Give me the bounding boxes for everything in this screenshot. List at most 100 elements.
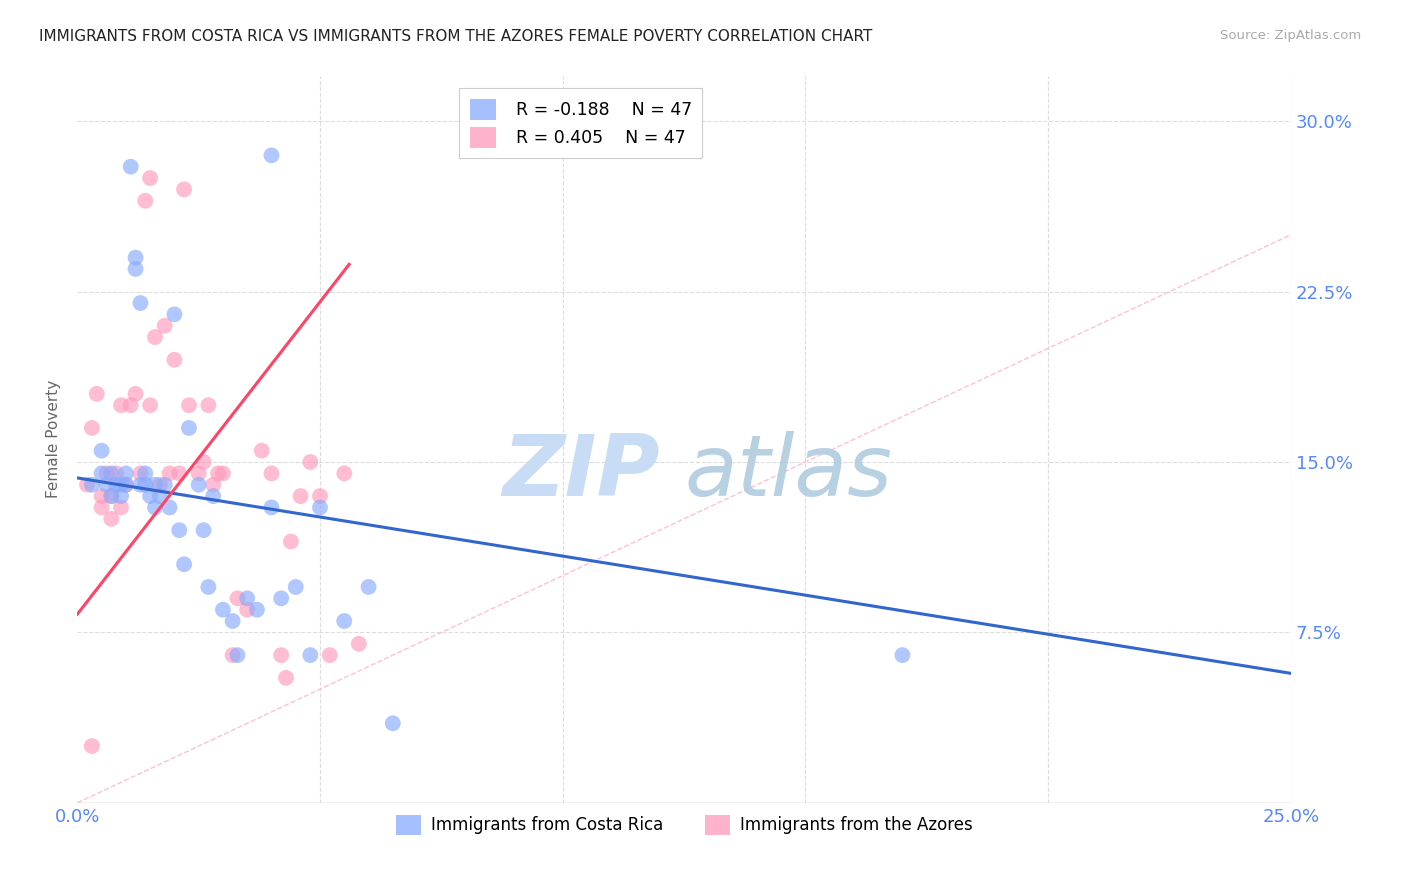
Point xyxy=(319,648,342,662)
Point xyxy=(197,398,219,412)
Point xyxy=(143,500,166,515)
Point xyxy=(76,477,98,491)
Point xyxy=(357,580,380,594)
Point xyxy=(153,318,176,333)
Point xyxy=(96,477,118,491)
Point xyxy=(115,477,138,491)
Point xyxy=(280,534,302,549)
Point xyxy=(149,489,172,503)
Point xyxy=(110,489,132,503)
Point xyxy=(193,455,215,469)
Point xyxy=(284,580,307,594)
Point xyxy=(100,489,122,503)
Point xyxy=(105,477,128,491)
Point xyxy=(159,467,181,481)
Point xyxy=(333,614,356,628)
Point xyxy=(207,467,229,481)
Point xyxy=(159,500,181,515)
Point xyxy=(105,467,128,481)
Point xyxy=(177,421,200,435)
Point xyxy=(124,261,146,276)
Point xyxy=(212,603,235,617)
Point xyxy=(333,467,356,481)
Point xyxy=(100,467,122,481)
Point xyxy=(143,477,166,491)
Point xyxy=(221,648,243,662)
Point xyxy=(129,477,152,491)
Point xyxy=(134,477,156,491)
Point xyxy=(96,467,118,481)
Point xyxy=(260,500,283,515)
Point xyxy=(139,489,162,503)
Legend: Immigrants from Costa Rica, Immigrants from the Azores: Immigrants from Costa Rica, Immigrants f… xyxy=(389,808,979,842)
Point xyxy=(187,467,209,481)
Point xyxy=(193,523,215,537)
Point xyxy=(299,648,322,662)
Point xyxy=(110,500,132,515)
Point xyxy=(226,648,249,662)
Point xyxy=(246,603,269,617)
Point xyxy=(100,489,122,503)
Text: atlas: atlas xyxy=(685,431,891,514)
Point xyxy=(134,467,156,481)
Point xyxy=(226,591,249,606)
Point xyxy=(149,477,172,491)
Point xyxy=(197,580,219,594)
Point xyxy=(202,477,225,491)
Point xyxy=(139,398,162,412)
Point xyxy=(173,182,195,196)
Point xyxy=(173,558,195,572)
Point xyxy=(115,477,138,491)
Point xyxy=(270,591,292,606)
Point xyxy=(167,467,190,481)
Text: ZIP: ZIP xyxy=(502,431,659,514)
Point xyxy=(115,467,138,481)
Point xyxy=(110,477,132,491)
Point xyxy=(120,398,142,412)
Point xyxy=(250,443,273,458)
Point xyxy=(309,489,332,503)
Point xyxy=(299,455,322,469)
Point xyxy=(260,148,283,162)
Text: Source: ZipAtlas.com: Source: ZipAtlas.com xyxy=(1220,29,1361,42)
Point xyxy=(90,443,112,458)
Point xyxy=(221,614,243,628)
Point xyxy=(110,398,132,412)
Point xyxy=(274,671,297,685)
Point xyxy=(309,500,332,515)
Point xyxy=(236,603,259,617)
Point xyxy=(139,171,162,186)
Point xyxy=(80,421,103,435)
Point xyxy=(163,307,186,321)
Point xyxy=(270,648,292,662)
Point xyxy=(187,477,209,491)
Point xyxy=(80,739,103,753)
Point xyxy=(167,523,190,537)
Point xyxy=(129,467,152,481)
Point xyxy=(129,296,152,310)
Point xyxy=(163,352,186,367)
Point xyxy=(124,251,146,265)
Point xyxy=(100,512,122,526)
Point xyxy=(134,194,156,208)
Point xyxy=(124,387,146,401)
Y-axis label: Female Poverty: Female Poverty xyxy=(46,380,62,499)
Point xyxy=(347,637,370,651)
Point xyxy=(90,500,112,515)
Point xyxy=(260,467,283,481)
Point xyxy=(290,489,312,503)
Point xyxy=(236,591,259,606)
Point xyxy=(212,467,235,481)
Point xyxy=(90,467,112,481)
Point xyxy=(381,716,404,731)
Point xyxy=(153,477,176,491)
Point xyxy=(891,648,914,662)
Point xyxy=(143,330,166,344)
Point xyxy=(90,489,112,503)
Point xyxy=(202,489,225,503)
Point xyxy=(80,477,103,491)
Point xyxy=(86,387,108,401)
Point xyxy=(177,398,200,412)
Text: IMMIGRANTS FROM COSTA RICA VS IMMIGRANTS FROM THE AZORES FEMALE POVERTY CORRELAT: IMMIGRANTS FROM COSTA RICA VS IMMIGRANTS… xyxy=(39,29,873,44)
Point xyxy=(120,160,142,174)
